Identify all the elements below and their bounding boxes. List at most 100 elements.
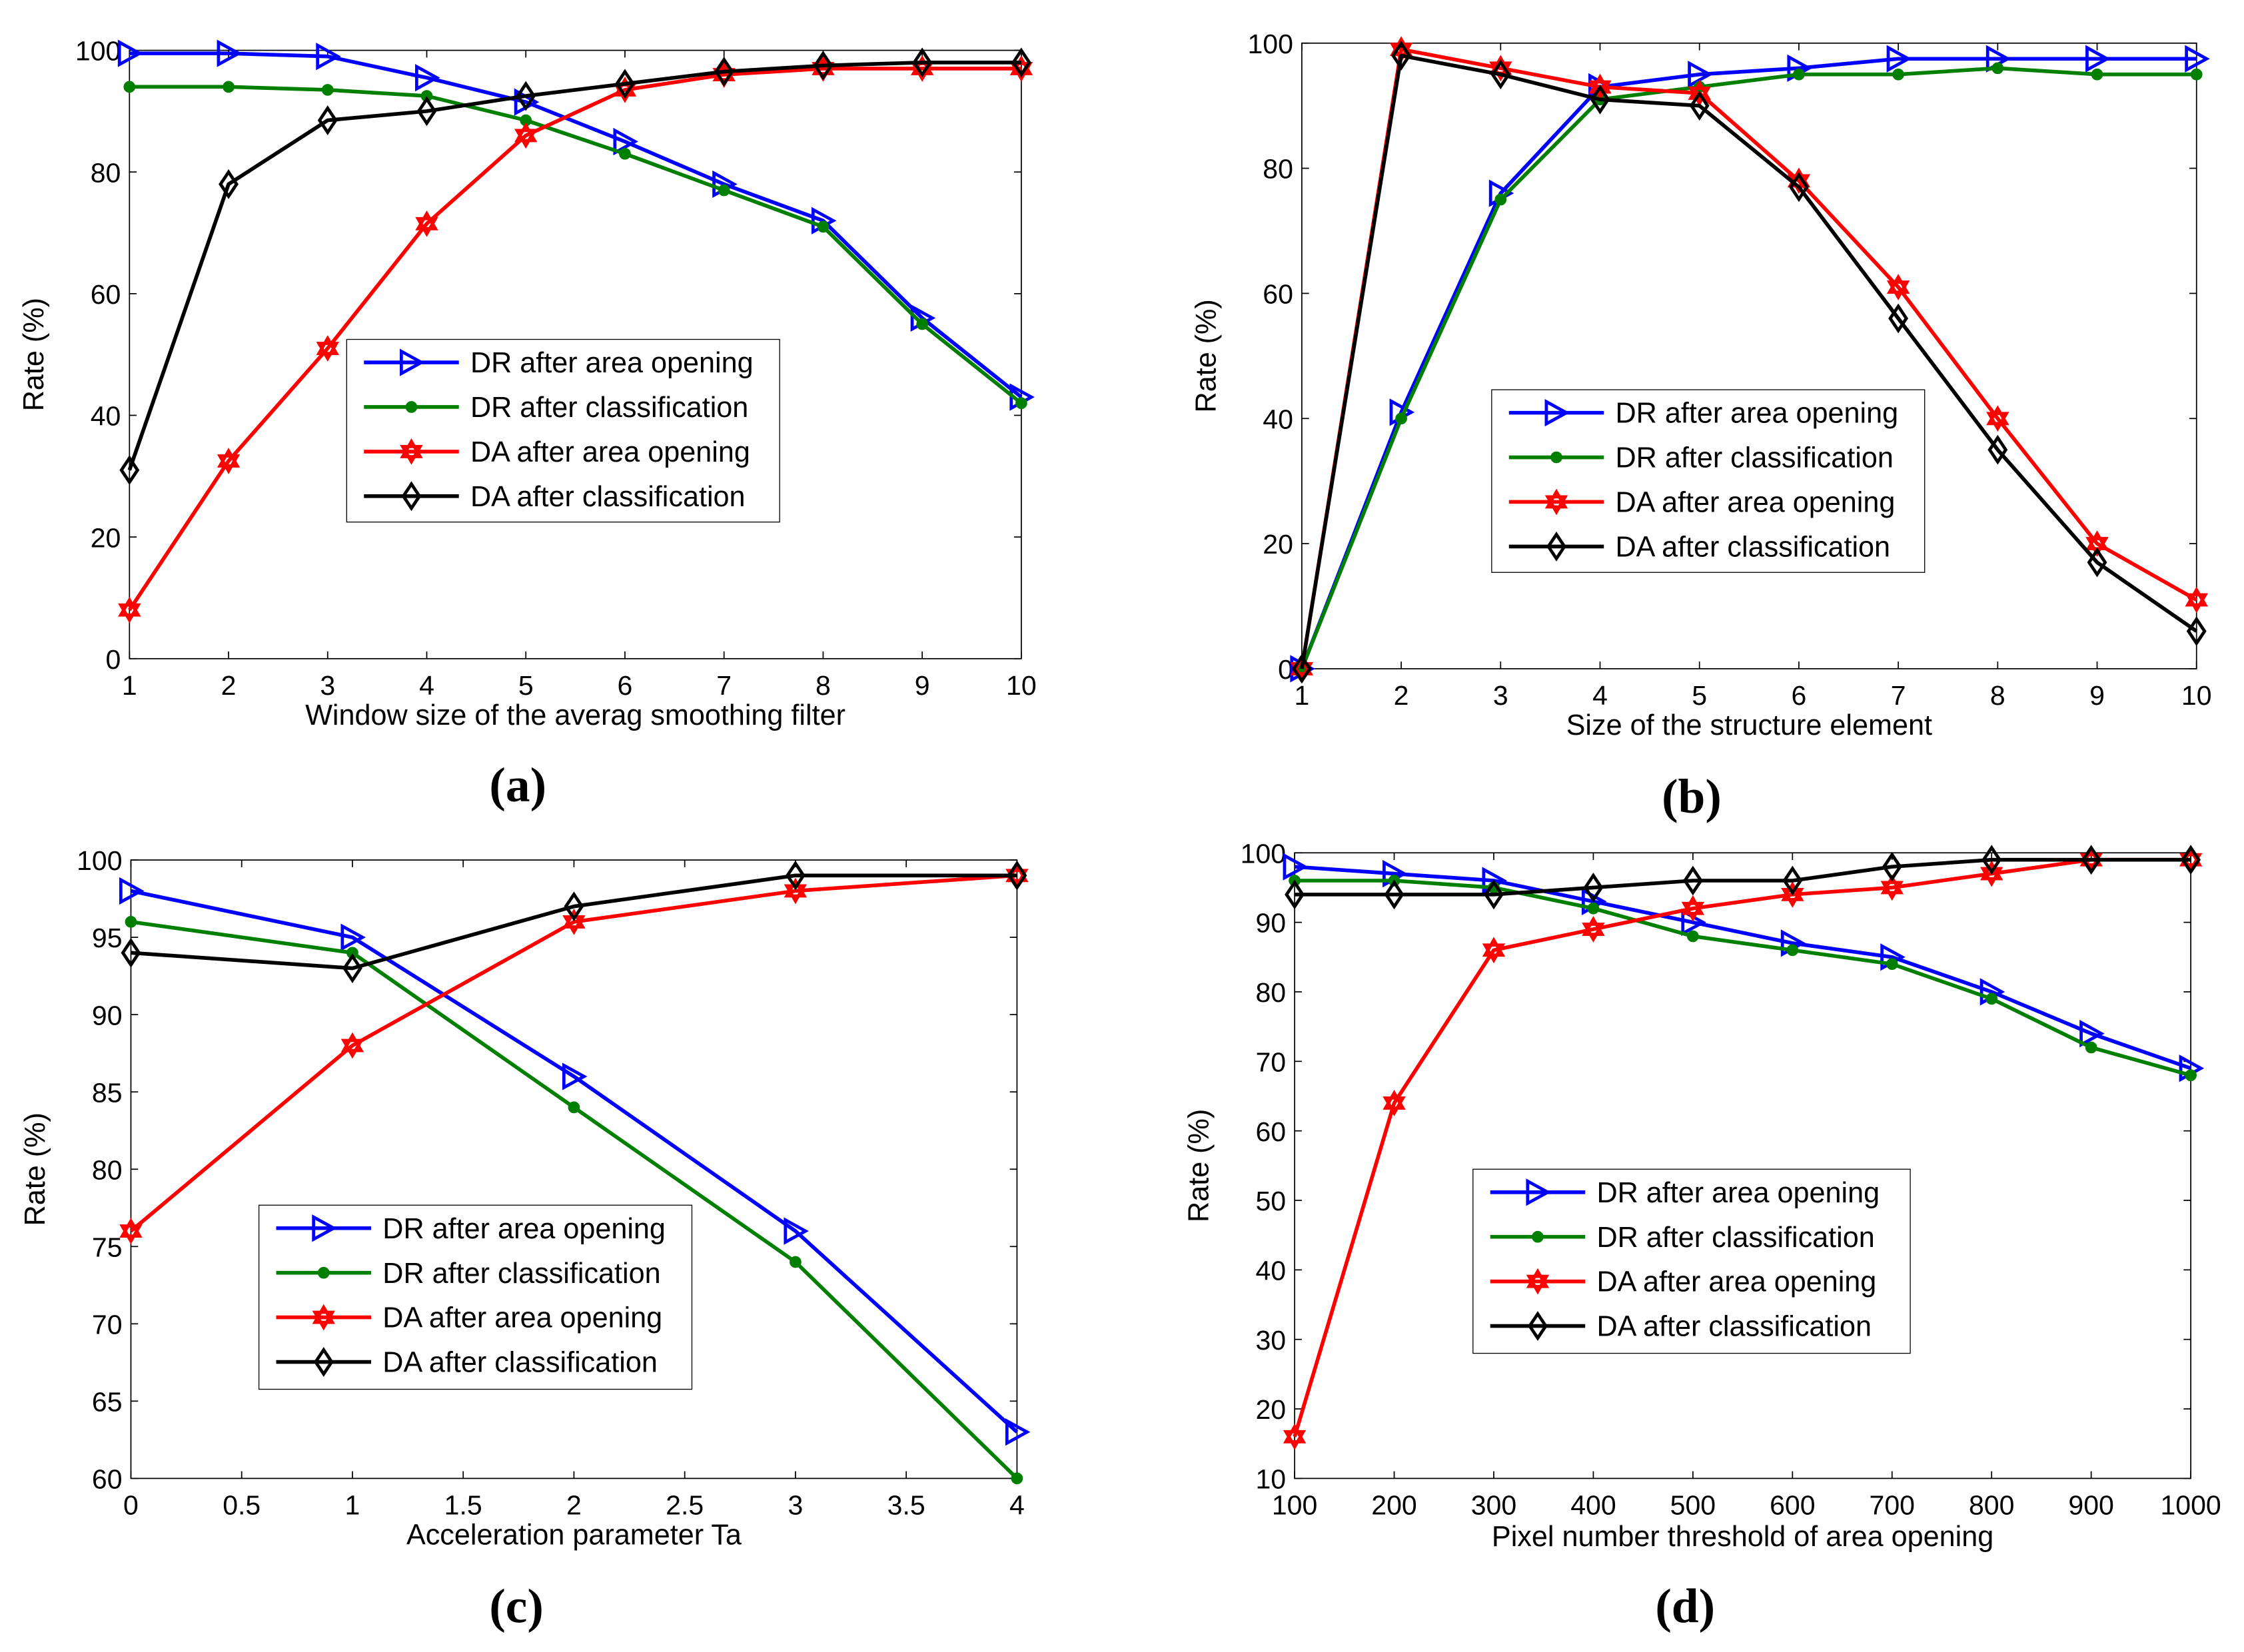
x-tick-label: 900: [2068, 1489, 2113, 1520]
data-point: [1781, 881, 1804, 908]
x-axis-label: Pixel number threshold of area opening: [1492, 1521, 1993, 1553]
series-da-after-area-opening: [1283, 846, 2203, 1450]
y-tick-label: 80: [91, 157, 121, 188]
marker-part: [2185, 593, 2208, 614]
data-point: [516, 81, 536, 111]
data-point: [415, 210, 438, 237]
marker-part: [514, 122, 538, 143]
marker-part: [119, 1224, 143, 1244]
marker-part: [340, 1038, 364, 1059]
data-point: [1886, 274, 1910, 300]
x-tick-label: 800: [1969, 1489, 2014, 1520]
x-tick-label: 3: [1493, 680, 1508, 711]
data-point: [2179, 846, 2203, 873]
y-tick-label: 100: [77, 845, 122, 876]
data-point: [1494, 193, 1507, 206]
x-tick-label: 1: [1294, 680, 1309, 711]
y-tick-label: 70: [1255, 1046, 1286, 1077]
x-tick-label: 300: [1471, 1489, 1516, 1520]
marker-part: [1383, 1096, 1406, 1116]
y-tick-label: 100: [1247, 29, 1293, 59]
y-axis-label: Rate (%): [1183, 1109, 1215, 1222]
data-point: [1583, 873, 1604, 903]
data-point: [1682, 865, 1703, 896]
data-point: [1588, 73, 1612, 101]
data-point: [568, 1101, 580, 1114]
series-da-after-classification: [1285, 845, 2201, 910]
x-tick-label: 2.5: [666, 1489, 704, 1520]
x-tick-label: 4: [1009, 1489, 1025, 1520]
marker-part: [415, 216, 438, 237]
data-point: [340, 923, 366, 951]
x-tick-label: 6: [1792, 680, 1807, 711]
data-point: [119, 455, 140, 486]
data-point: [2185, 45, 2210, 73]
data-point: [1490, 59, 1511, 90]
marker-part: [1880, 881, 1904, 901]
marker-part: [1582, 916, 1605, 936]
series-line: [131, 873, 1017, 971]
y-tick-label: 80: [1255, 977, 1286, 1008]
data-point: [1291, 653, 1312, 684]
marker-part: [119, 1218, 143, 1238]
y-tick-label: 40: [1255, 1255, 1286, 1286]
legend-marker: [317, 1266, 330, 1279]
marker-part: [316, 342, 339, 362]
y-tick-label: 95: [92, 923, 123, 953]
marker-part: [1980, 860, 2003, 881]
marker-part: [1781, 887, 1804, 908]
marker-part: [2085, 537, 2109, 557]
data-point: [1981, 845, 2002, 875]
y-tick-label: 20: [1263, 529, 1293, 560]
data-point: [1886, 45, 1912, 73]
series-line: [1293, 857, 2191, 1438]
x-tick-label: 6: [618, 670, 633, 701]
data-point: [119, 877, 145, 905]
legend-box: [346, 338, 780, 523]
data-point: [342, 953, 362, 983]
data-point: [1782, 865, 1803, 896]
legend-marker: [400, 438, 423, 465]
marker-part: [415, 210, 438, 230]
marker-part: [1980, 867, 2003, 887]
legend-marker: [1550, 451, 1562, 464]
data-point: [1888, 303, 1909, 334]
chart-panel-c: 0 0.5 1 1.5 2 2.5 3 3.5 4 60 65 70 75 80 85 90 95 100 Acce…: [19, 845, 1031, 1633]
data-point: [217, 39, 243, 67]
data-point: [1880, 874, 1904, 901]
x-tick-label: 600: [1770, 1489, 1815, 1520]
data-point: [1987, 434, 2008, 465]
legend: DR after area opening DR after classifica…: [1491, 389, 1926, 573]
data-point: [1980, 860, 2003, 887]
data-point: [2079, 1019, 2105, 1048]
panel-label: (b): [1662, 769, 1722, 823]
marker-part: [1005, 862, 1029, 883]
data-point: [1991, 62, 2004, 75]
y-tick-label: 10: [1255, 1464, 1286, 1495]
data-point: [2085, 1041, 2097, 1054]
data-point: [1882, 851, 1902, 882]
y-tick-label: 20: [1255, 1394, 1286, 1425]
legend-marker: [1526, 1268, 1550, 1295]
data-point: [321, 84, 334, 96]
data-point: [217, 448, 241, 474]
legend-entry: DR after classification: [1616, 442, 1894, 474]
marker-part: [1588, 73, 1612, 94]
data-point: [564, 891, 584, 922]
data-point: [1011, 1472, 1023, 1485]
legend-marker: [313, 1347, 334, 1377]
legend-marker: [1544, 398, 1570, 427]
y-tick-label: 40: [1263, 404, 1293, 434]
y-tick-label: 80: [1263, 154, 1293, 185]
data-point: [1985, 993, 1998, 1005]
data-point: [1283, 853, 1309, 881]
series-line: [1294, 865, 2192, 1070]
series-line: [1300, 57, 2197, 669]
data-point: [415, 64, 440, 92]
data-point: [817, 220, 830, 233]
y-tick-label: 65: [92, 1386, 123, 1417]
data-point: [1285, 879, 1305, 910]
data-point: [1886, 958, 1898, 971]
x-tick-label: 700: [1870, 1489, 1915, 1520]
x-tick-label: 4: [419, 670, 434, 701]
